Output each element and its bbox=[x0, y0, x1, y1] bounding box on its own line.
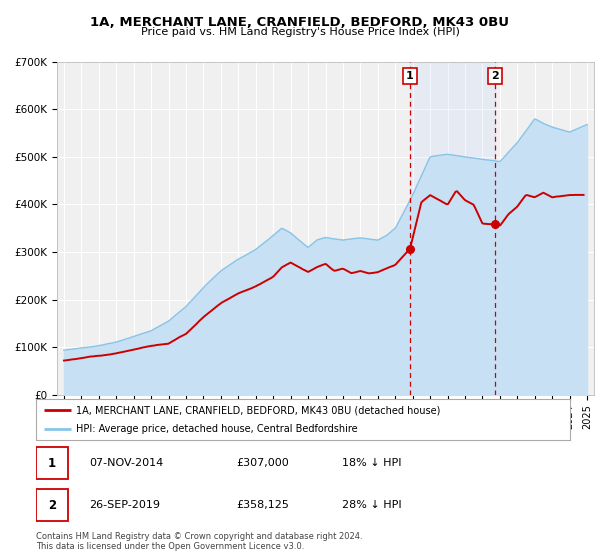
Bar bbox=[410, 62, 495, 395]
Text: HPI: Average price, detached house, Central Bedfordshire: HPI: Average price, detached house, Cent… bbox=[76, 424, 358, 433]
Text: £307,000: £307,000 bbox=[236, 459, 289, 468]
Text: 2: 2 bbox=[491, 71, 499, 81]
Text: Contains HM Land Registry data © Crown copyright and database right 2024.
This d: Contains HM Land Registry data © Crown c… bbox=[36, 532, 362, 552]
Text: 1A, MERCHANT LANE, CRANFIELD, BEDFORD, MK43 0BU (detached house): 1A, MERCHANT LANE, CRANFIELD, BEDFORD, M… bbox=[76, 405, 440, 415]
Text: 26-SEP-2019: 26-SEP-2019 bbox=[89, 501, 160, 510]
Text: 28% ↓ HPI: 28% ↓ HPI bbox=[342, 501, 402, 510]
FancyBboxPatch shape bbox=[36, 489, 68, 521]
Text: 1: 1 bbox=[48, 457, 56, 470]
Text: 2: 2 bbox=[48, 499, 56, 512]
Text: 1: 1 bbox=[406, 71, 414, 81]
Text: Price paid vs. HM Land Registry's House Price Index (HPI): Price paid vs. HM Land Registry's House … bbox=[140, 27, 460, 37]
FancyBboxPatch shape bbox=[36, 447, 68, 479]
Text: 07-NOV-2014: 07-NOV-2014 bbox=[89, 459, 163, 468]
Text: 18% ↓ HPI: 18% ↓ HPI bbox=[342, 459, 402, 468]
Text: £358,125: £358,125 bbox=[236, 501, 290, 510]
Text: 1A, MERCHANT LANE, CRANFIELD, BEDFORD, MK43 0BU: 1A, MERCHANT LANE, CRANFIELD, BEDFORD, M… bbox=[91, 16, 509, 29]
